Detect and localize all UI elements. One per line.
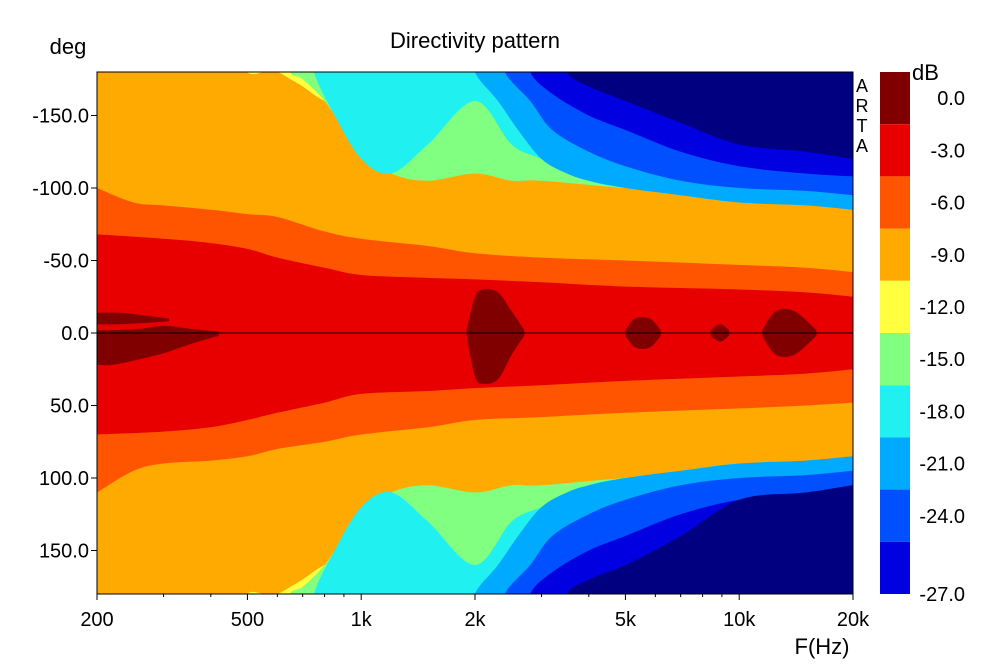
plot-area	[97, 72, 853, 594]
x-axis-label: F(Hz)	[795, 634, 850, 659]
colorbar-label: -21.0	[919, 454, 965, 476]
colorbar-swatch-2	[880, 176, 910, 229]
colorbar-swatch-8	[880, 489, 910, 542]
y-tick-label: 150.0	[39, 541, 89, 563]
contour-band-7-upper	[566, 72, 853, 159]
y-tick-label: -50.0	[43, 251, 89, 273]
x-tick-label: 2k	[464, 609, 486, 631]
colorbar-label: 0.0	[937, 88, 965, 110]
colorbar-swatch-4	[880, 280, 910, 333]
x-tick-label: 200	[80, 609, 113, 631]
colorbar-swatch-7	[880, 437, 910, 490]
colorbar-label: -24.0	[919, 506, 965, 528]
maximum-region-2	[466, 289, 525, 384]
watermark-letter: A	[856, 76, 868, 96]
colorbar-label: -15.0	[919, 349, 965, 371]
y-tick-label: -150.0	[32, 106, 89, 128]
y-tick-label: 100.0	[39, 468, 89, 490]
y-tick-label: -100.0	[32, 178, 89, 200]
contour-bands	[97, 72, 853, 594]
colorbar-label: -3.0	[931, 140, 965, 162]
colorbar: 0.0 -3.0 -6.0 -9.0 -12.0 -15.0 -18.0 -21.0 -24.0…	[880, 72, 965, 606]
colorbar-unit: dB	[912, 60, 939, 85]
x-tick-label: 1k	[351, 609, 373, 631]
colorbar-label: -12.0	[919, 297, 965, 319]
watermark-letter: T	[857, 116, 868, 136]
colorbar-swatch-6	[880, 385, 910, 438]
x-tick-label: 5k	[615, 609, 637, 631]
y-tick-label: 50.0	[50, 396, 89, 418]
colorbar-swatch-9	[880, 541, 910, 594]
y-axis-label: deg	[50, 34, 87, 59]
colorbar-swatch-3	[880, 228, 910, 281]
colorbar-swatch-1	[880, 124, 910, 177]
y-axis-ticks: -150.0 -100.0 -50.0 0.0 50.0 100.0 150.0	[32, 106, 97, 563]
colorbar-swatch-0	[880, 72, 910, 125]
x-tick-label: 500	[231, 609, 264, 631]
y-tick-label: 0.0	[61, 323, 89, 345]
maximum-region-1	[97, 312, 169, 325]
colorbar-swatch-5	[880, 333, 910, 386]
watermark-letter: R	[856, 96, 869, 116]
watermark-letter: A	[856, 136, 868, 156]
x-axis-ticks: 200 500 1k 2k 5k 10k 20k	[80, 594, 870, 631]
chart-title: Directivity pattern	[390, 28, 560, 53]
colorbar-label: -18.0	[919, 401, 965, 423]
colorbar-label: -6.0	[931, 193, 965, 215]
colorbar-label: -27.0	[919, 584, 965, 606]
x-tick-label: 20k	[837, 609, 870, 631]
colorbar-label: -9.0	[931, 245, 965, 267]
x-tick-label: 10k	[723, 609, 756, 631]
contour-band-7-lower	[566, 485, 853, 594]
maximum-region-0	[97, 325, 219, 366]
